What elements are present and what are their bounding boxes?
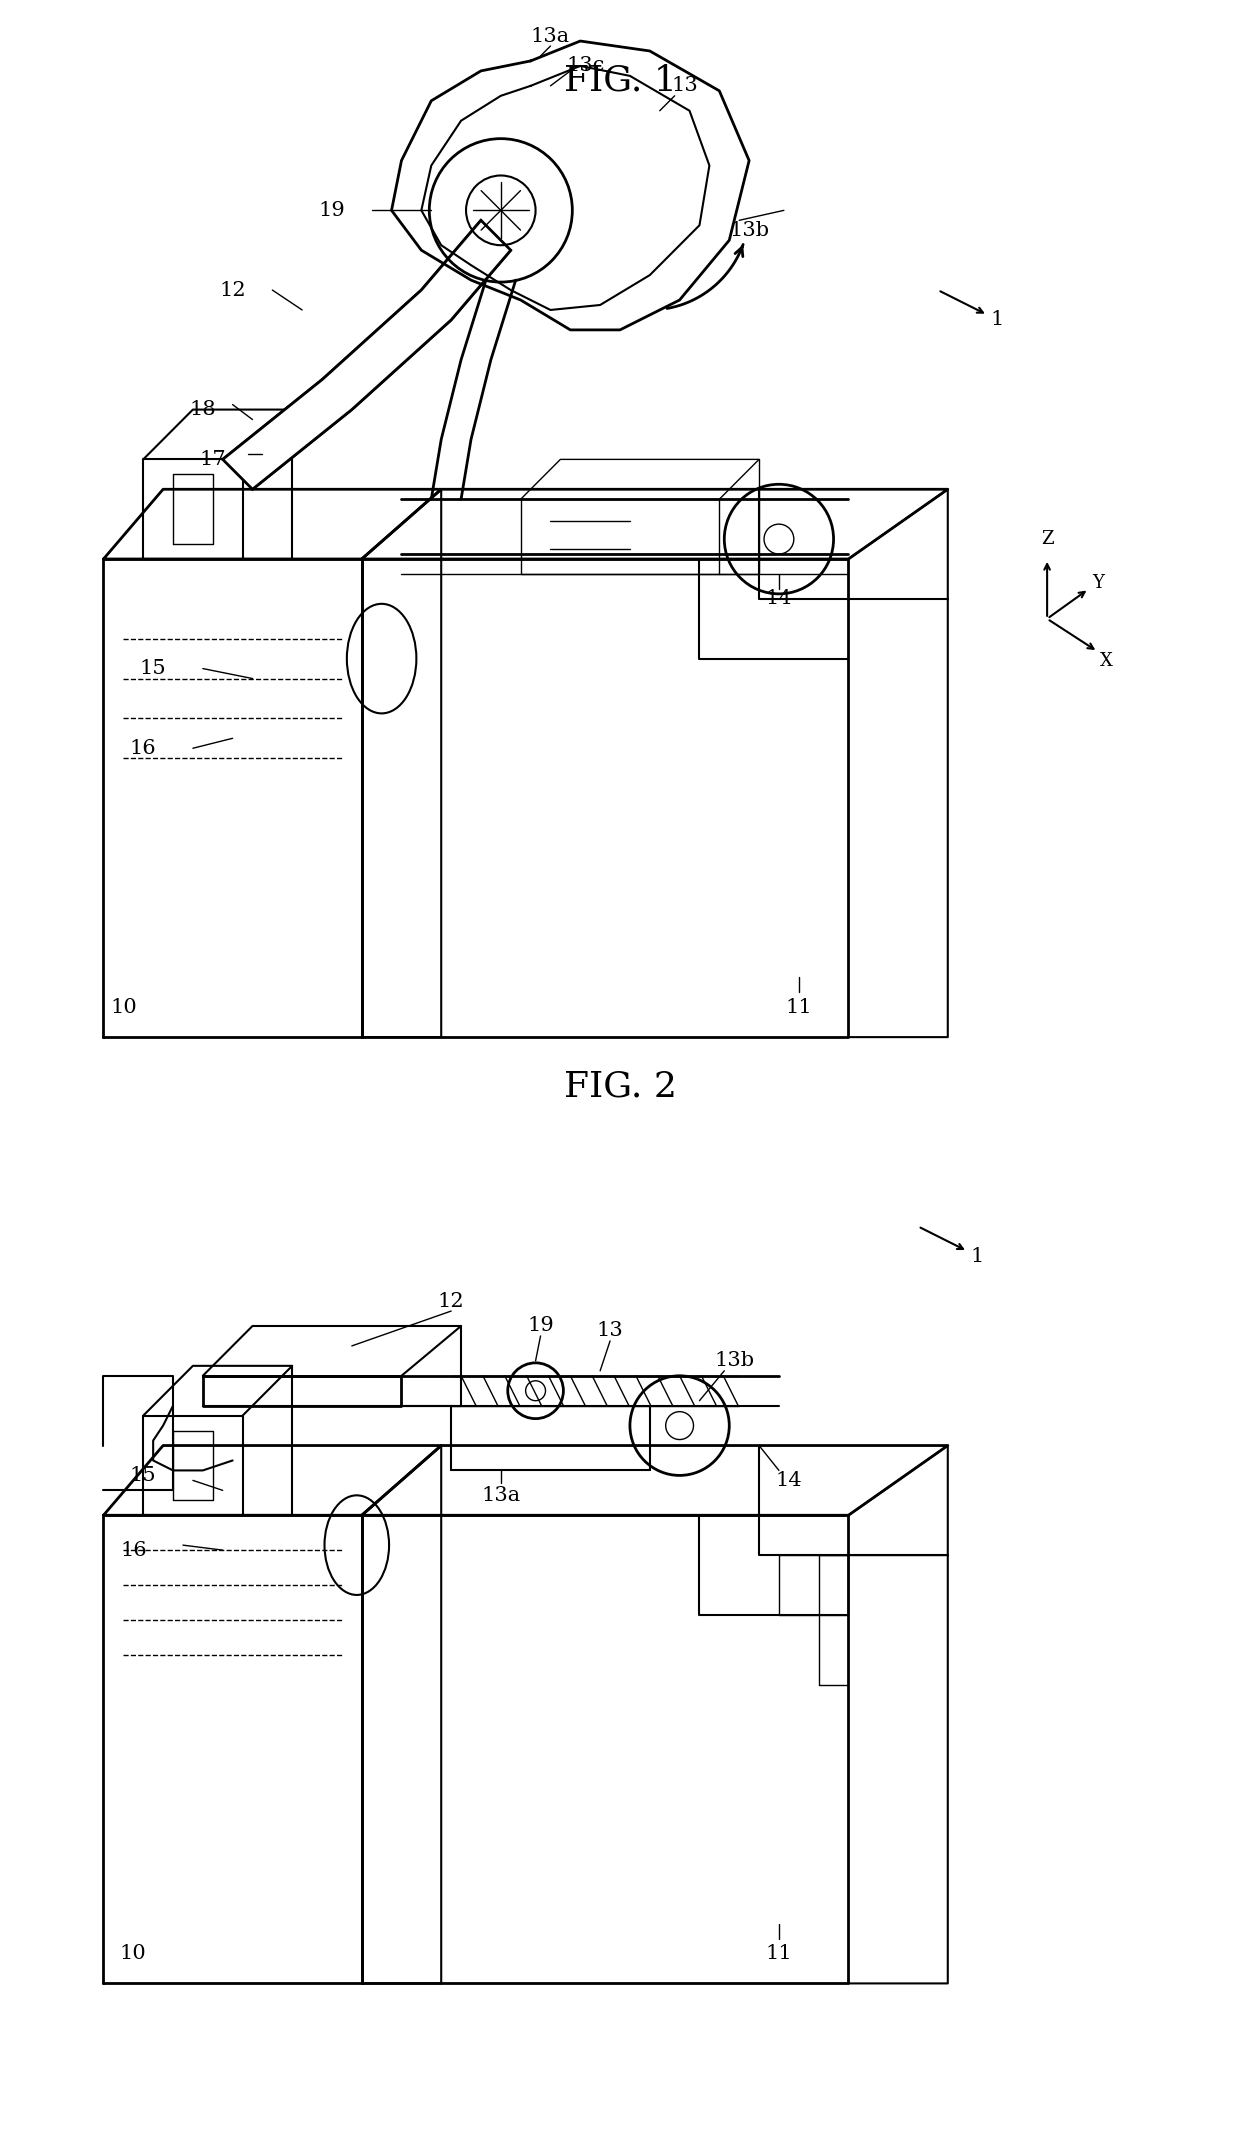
- Text: 13c: 13c: [565, 56, 604, 75]
- Text: FIG. 2: FIG. 2: [563, 1071, 677, 1105]
- Text: 10: 10: [110, 998, 136, 1017]
- Text: 1: 1: [971, 1246, 985, 1265]
- Text: 13b: 13b: [729, 220, 769, 239]
- Text: 18: 18: [190, 400, 216, 419]
- Text: 13: 13: [596, 1321, 624, 1340]
- Text: Y: Y: [1092, 575, 1104, 592]
- Text: 13a: 13a: [481, 1485, 521, 1504]
- Text: 19: 19: [319, 201, 345, 220]
- Text: 14: 14: [775, 1470, 802, 1489]
- Text: 15: 15: [130, 1466, 156, 1485]
- Text: 12: 12: [219, 280, 246, 299]
- Text: 15: 15: [140, 658, 166, 677]
- Text: 13: 13: [671, 77, 698, 96]
- Text: 14: 14: [765, 590, 792, 609]
- Polygon shape: [223, 220, 511, 489]
- Text: 19: 19: [527, 1316, 554, 1336]
- Text: 11: 11: [765, 1945, 792, 1964]
- Text: 16: 16: [130, 739, 156, 759]
- Text: 10: 10: [120, 1945, 146, 1964]
- Text: X: X: [1100, 652, 1114, 669]
- Text: FIG. 1: FIG. 1: [563, 64, 677, 98]
- Text: 13a: 13a: [531, 26, 570, 45]
- Text: 16: 16: [120, 1541, 146, 1560]
- Text: 17: 17: [200, 451, 226, 468]
- Text: 1: 1: [991, 310, 1004, 329]
- Text: 12: 12: [438, 1291, 465, 1310]
- Text: 11: 11: [785, 998, 812, 1017]
- Text: Z: Z: [1040, 530, 1054, 547]
- Text: 13b: 13b: [714, 1351, 754, 1370]
